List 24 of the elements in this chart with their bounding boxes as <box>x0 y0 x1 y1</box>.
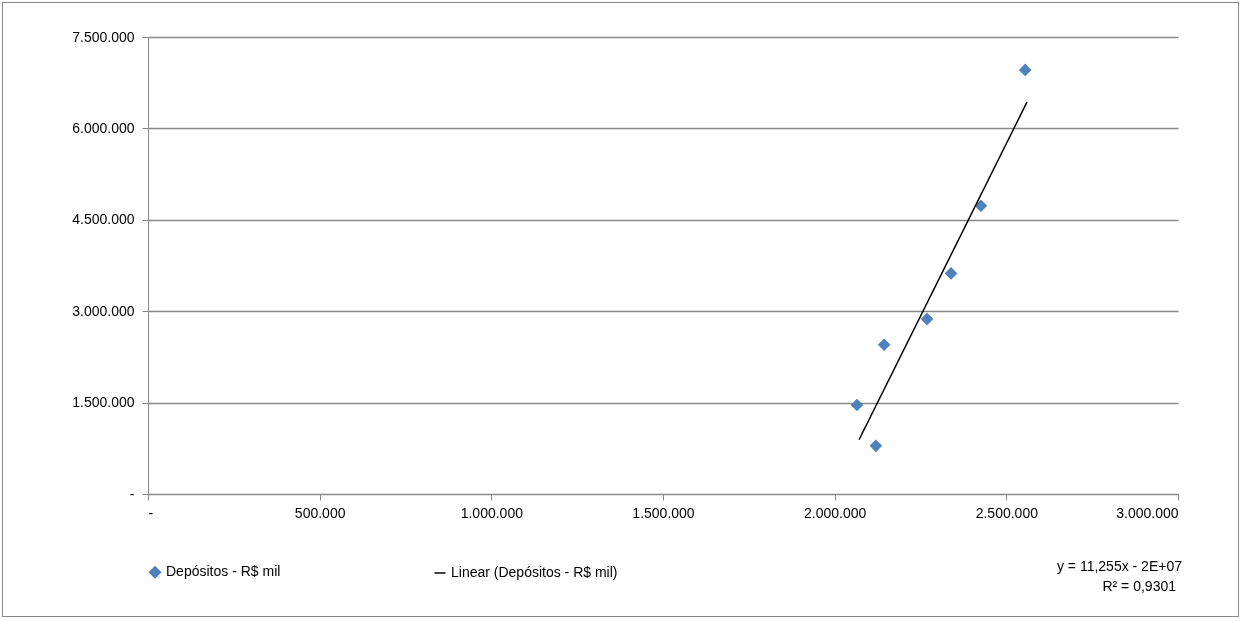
y-tick-label: 3.000.000 <box>72 302 135 319</box>
legend-label: Depósitos - R$ mil <box>166 563 281 580</box>
x-tick-label: 1.500.000 <box>632 504 695 521</box>
x-tick-label: 500.000 <box>294 504 346 521</box>
point <box>869 439 883 453</box>
point <box>944 267 958 280</box>
y-tick-label: 1.500.000 <box>72 394 135 411</box>
x-tick-label: - <box>148 504 154 521</box>
y-tick-label: 6.000.000 <box>72 119 135 136</box>
point <box>1018 63 1032 77</box>
x-tick-label: 2.500.000 <box>975 504 1039 521</box>
y-tick-label: - <box>129 485 135 502</box>
y-tick-label: 7.500.000 <box>72 28 135 45</box>
y-tick-label: 4.500.000 <box>72 211 135 228</box>
point <box>974 199 988 213</box>
legend-label: Linear (Depósitos - R$ mil) <box>451 564 618 580</box>
x-tick-label: 1.000.000 <box>460 504 524 521</box>
text: R² = 0,9301 <box>1102 578 1177 594</box>
x-tick-label: 3.000.000 <box>1116 504 1179 521</box>
point <box>877 338 891 352</box>
text: y = 11,255x - 2E+07 <box>1056 558 1183 574</box>
x-tick-label: 2.000.000 <box>804 504 867 521</box>
point <box>920 312 934 326</box>
point <box>850 398 864 412</box>
